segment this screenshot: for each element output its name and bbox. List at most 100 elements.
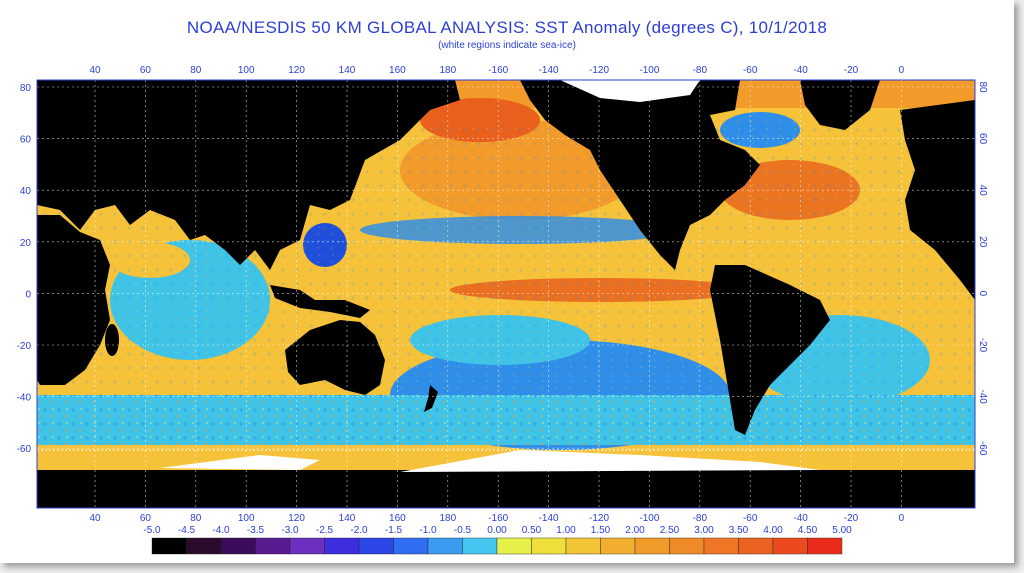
- lon-tick-label-bottom: 140: [339, 513, 356, 524]
- lon-tick-label-bottom: -80: [693, 513, 708, 524]
- colorbar-tick-label: 0.00: [487, 525, 507, 536]
- lat-axis-right: 80 60 40 20 0 -20 -40 -60: [977, 81, 988, 455]
- lon-tick-label-top: -160: [488, 65, 508, 76]
- colorbar-tick-label: 2.00: [625, 525, 645, 536]
- arctic-sea-ice: [560, 80, 700, 102]
- map-figure: NOAA/NESDIS 50 KM GLOBAL ANALYSIS: SST A…: [0, 0, 1014, 563]
- lat-tick-label-left: -20: [17, 341, 32, 352]
- lon-tick-label-bottom: -100: [639, 513, 659, 524]
- colorbar-swatch: [807, 537, 843, 555]
- lon-tick-label-bottom: -120: [589, 513, 609, 524]
- lat-tick-label-left: 60: [20, 135, 32, 146]
- colorbar-swatch: [393, 537, 429, 555]
- indonesia-land: [270, 285, 370, 318]
- colorbar-swatch: [565, 537, 601, 555]
- north-america-land: [520, 80, 760, 270]
- lat-tick-label-left: 0: [25, 289, 31, 300]
- colorbar-tick-label: 1.00: [556, 525, 576, 536]
- lat-tick-label-right: 40: [977, 185, 988, 197]
- eurasia-land: [37, 80, 460, 270]
- lon-tick-label-top: 80: [190, 65, 202, 76]
- colorbar-swatch: [634, 537, 670, 555]
- colorbar-swatch: [151, 537, 187, 555]
- lon-tick-label-top: 180: [439, 65, 456, 76]
- colorbar-tick-label: -3.0: [281, 525, 299, 536]
- colorbar-swatch: [496, 537, 532, 555]
- colorbar-tick-label: 2.50: [660, 525, 680, 536]
- colorbar-labels: -5.0 -4.5 -4.0 -3.5 -3.0 -2.5 -2.0 -1.5 -1.0 -0.5…: [143, 525, 852, 536]
- lat-tick-label-right: 20: [977, 236, 988, 248]
- lat-tick-label-left: 20: [20, 238, 32, 249]
- lon-tick-label-top: -60: [743, 65, 758, 76]
- colorbar-tick-label: 3.50: [729, 525, 749, 536]
- lon-tick-label-bottom: 80: [190, 513, 202, 524]
- colorbar-swatch: [462, 537, 498, 555]
- lon-tick-label-bottom: -140: [539, 513, 559, 524]
- colorbar-tick-label: -5.0: [143, 525, 161, 536]
- colorbar-swatch: [738, 537, 774, 555]
- colorbar: -5.0 -4.5 -4.0 -3.5 -3.0 -2.5 -2.0 -1.5 -1.0 -0.5…: [143, 525, 852, 555]
- lon-axis-bottom: 40 60 80 100 120 140 160 180 -160 -140 -120 -100 -80…: [89, 513, 904, 524]
- lon-tick-label-bottom: 60: [140, 513, 152, 524]
- colorbar-swatch: [669, 537, 705, 555]
- lon-tick-label-top: -100: [639, 65, 659, 76]
- lon-tick-label-top: 120: [288, 65, 305, 76]
- antarctica-land: [37, 470, 975, 508]
- madagascar-land: [105, 324, 119, 356]
- colorbar-tick-label: 4.50: [798, 525, 818, 536]
- colorbar-tick-label: -2.5: [316, 525, 334, 536]
- land-layer: [37, 80, 975, 508]
- colorbar-swatch: [186, 537, 222, 555]
- lat-tick-label-left: 40: [20, 186, 32, 197]
- lon-tick-label-top: 140: [339, 65, 356, 76]
- australia-land: [285, 320, 385, 395]
- sea-ice-layer: [160, 80, 820, 472]
- lon-tick-label-bottom: 40: [89, 513, 101, 524]
- lon-tick-label-top: -120: [589, 65, 609, 76]
- graticule: [37, 80, 975, 508]
- lon-tick-label-top: -20: [844, 65, 859, 76]
- colorbar-swatch: [358, 537, 394, 555]
- colorbar-swatch: [531, 537, 567, 555]
- africa-land: [37, 215, 110, 385]
- lat-axis-left: 80 60 40 20 0 -20 -40 -60: [17, 83, 32, 455]
- lat-tick-label-right: -20: [977, 338, 988, 353]
- lon-tick-label-bottom: -160: [488, 513, 508, 524]
- map-subtitle: (white regions indicate sea-ice): [438, 40, 576, 51]
- lon-tick-label-top: 160: [389, 65, 406, 76]
- colorbar-swatch: [600, 537, 636, 555]
- sst-anomaly-map: 40 60 80 100 120 140 160 180 -160 -140 -120 -100 -80…: [17, 65, 988, 524]
- colorbar-swatch: [703, 537, 739, 555]
- lon-tick-label-bottom: 120: [288, 513, 305, 524]
- colorbar-swatch: [427, 537, 463, 555]
- lon-tick-label-bottom: 100: [238, 513, 255, 524]
- southern-ocean-mottle: [37, 395, 975, 445]
- lon-tick-label-top: 0: [899, 65, 905, 76]
- lon-tick-label-top: 60: [140, 65, 152, 76]
- lon-tick-label-top: 40: [89, 65, 101, 76]
- lat-tick-label-left: -40: [17, 393, 32, 404]
- lat-tick-label-left: -60: [17, 444, 32, 455]
- colorbar-tick-label: -4.5: [178, 525, 196, 536]
- lon-tick-label-top: -80: [693, 65, 708, 76]
- colorbar-swatch: [220, 537, 256, 555]
- antarctic-sea-ice: [160, 450, 820, 472]
- colorbar-tick-label: 4.00: [763, 525, 783, 536]
- colorbar-swatch: [255, 537, 291, 555]
- colorbar-tick-label: -4.0: [212, 525, 230, 536]
- colorbar-tick-label: 3.00: [694, 525, 714, 536]
- greenland-land: [800, 80, 880, 130]
- lon-tick-label-bottom: 0: [899, 513, 905, 524]
- ocean-layer: [37, 80, 975, 508]
- lat-tick-label-left: 80: [20, 83, 32, 94]
- colorbar-tick-label: -1.5: [385, 525, 403, 536]
- south-america-land: [710, 265, 830, 435]
- lat-tick-label-right: 0: [977, 291, 988, 297]
- lat-tick-label-right: 80: [977, 81, 988, 93]
- lon-tick-label-bottom: -60: [743, 513, 758, 524]
- lon-tick-label-bottom: 160: [389, 513, 406, 524]
- lat-tick-label-right: -60: [977, 441, 988, 456]
- europe-africa-right-land: [900, 100, 975, 300]
- colorbar-tick-label: -1.0: [419, 525, 437, 536]
- colorbar-swatch: [772, 537, 808, 555]
